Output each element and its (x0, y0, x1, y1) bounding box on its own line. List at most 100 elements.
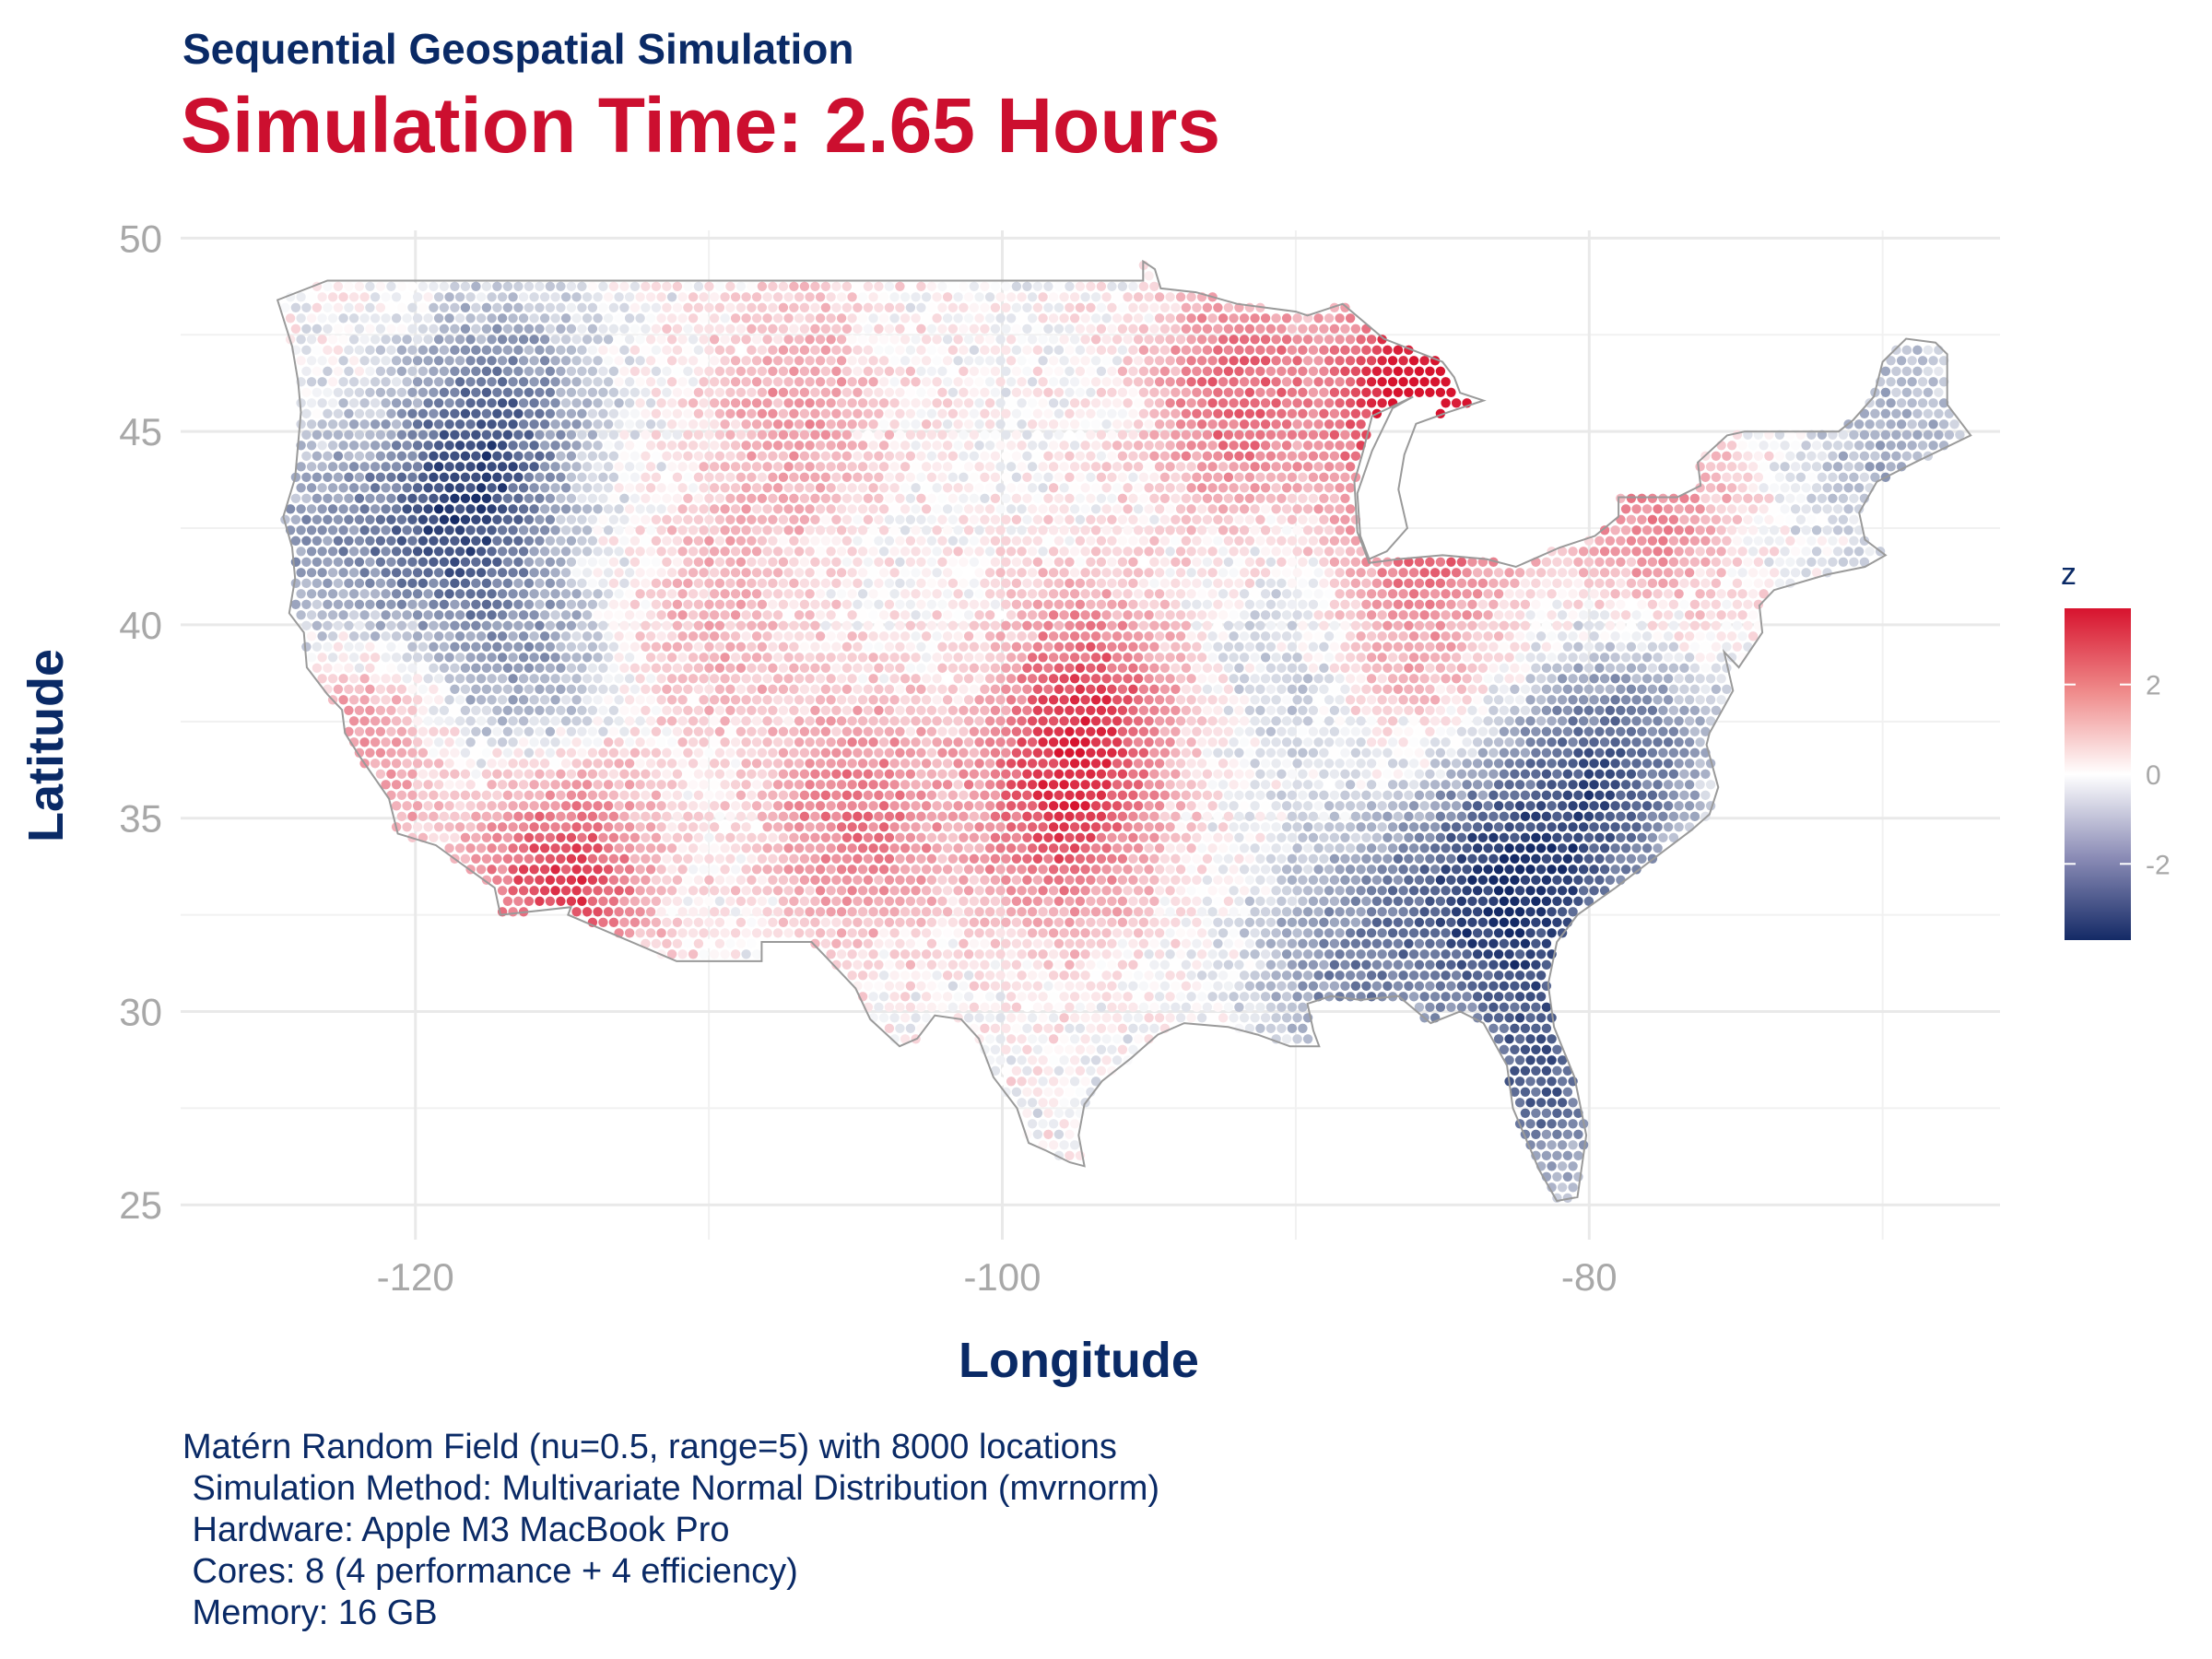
map-point (1244, 557, 1255, 567)
map-point (789, 345, 799, 355)
y-tick-label: 35 (119, 797, 162, 841)
map-point (677, 356, 688, 366)
map-point (333, 535, 344, 546)
map-point (1663, 631, 1674, 641)
map-point (1043, 472, 1053, 482)
map-point (990, 281, 1001, 291)
map-point (614, 356, 624, 366)
map-point (1107, 493, 1117, 503)
map-point (1038, 631, 1048, 641)
map-point (953, 292, 963, 302)
map-point (963, 589, 974, 599)
map-point (1011, 535, 1022, 546)
map-point (1350, 429, 1361, 440)
map-point (1090, 419, 1101, 429)
map-point (1138, 663, 1149, 673)
map-point (820, 663, 831, 673)
map-point (799, 599, 810, 609)
map-point (619, 345, 629, 355)
map-point (714, 345, 725, 355)
map-point (624, 462, 635, 472)
map-point (666, 695, 677, 705)
map-point (1535, 695, 1547, 705)
map-point (1488, 641, 1499, 652)
map-point (1175, 419, 1186, 429)
map-point (338, 547, 348, 557)
map-point (963, 313, 974, 324)
map-point (1477, 641, 1488, 652)
map-point (492, 641, 502, 652)
map-point (497, 292, 508, 302)
map-point (1663, 547, 1674, 557)
map-point (1207, 419, 1218, 429)
map-point (1154, 525, 1165, 535)
map-point (1234, 451, 1244, 461)
map-point (1128, 408, 1138, 418)
map-point (1446, 641, 1456, 652)
map-point (593, 483, 603, 493)
map-point (783, 695, 794, 705)
map-point (1298, 535, 1308, 546)
map-point (560, 419, 571, 429)
map-point (911, 313, 921, 324)
map-point (1393, 641, 1404, 652)
map-point (1700, 557, 1711, 567)
map-point (1149, 684, 1159, 694)
map-point (529, 462, 539, 472)
map-point (1096, 408, 1107, 418)
map-point (990, 599, 1001, 609)
map-point (1340, 663, 1350, 673)
map-point (1843, 483, 1853, 493)
map-point (1186, 674, 1196, 684)
map-point (1255, 557, 1265, 567)
map-point (1059, 695, 1069, 705)
map-point (348, 547, 359, 557)
map-point (1250, 356, 1260, 366)
map-point (1277, 429, 1287, 440)
map-point (1138, 302, 1149, 312)
map-point (396, 387, 407, 397)
map-point (641, 620, 651, 630)
map-point (1271, 441, 1281, 451)
map-point (1356, 695, 1366, 705)
map-point (312, 345, 323, 355)
map-point (1329, 578, 1340, 588)
map-point (1287, 620, 1298, 630)
map-point (529, 653, 539, 663)
map-point (1065, 535, 1075, 546)
map-point (889, 419, 900, 429)
map-point (535, 302, 545, 312)
map-point (450, 535, 460, 546)
map-point (1032, 684, 1043, 694)
map-point (375, 641, 386, 652)
map-point (365, 324, 375, 334)
map-point (778, 408, 789, 418)
map-point (1668, 599, 1679, 609)
map-point (1404, 557, 1414, 567)
map-point (720, 674, 730, 684)
map-point (502, 535, 513, 546)
map-point (820, 408, 831, 418)
map-point (662, 705, 672, 715)
map-point (545, 281, 556, 291)
map-point (1239, 695, 1250, 705)
map-point (720, 398, 730, 408)
map-point (391, 631, 402, 641)
map-point (381, 525, 391, 535)
map-point (550, 547, 560, 557)
map-point (1726, 547, 1737, 557)
map-point (1101, 462, 1112, 472)
map-point (481, 366, 492, 376)
map-point (783, 610, 794, 620)
map-point (1308, 387, 1319, 397)
map-point (1223, 408, 1234, 418)
map-point (396, 345, 407, 355)
map-point (619, 641, 629, 652)
map-point (847, 674, 857, 684)
map-point (688, 674, 699, 684)
map-point (296, 568, 306, 578)
map-point (1001, 345, 1011, 355)
map-point (344, 387, 354, 397)
map-point (1048, 483, 1059, 493)
map-point (556, 663, 566, 673)
